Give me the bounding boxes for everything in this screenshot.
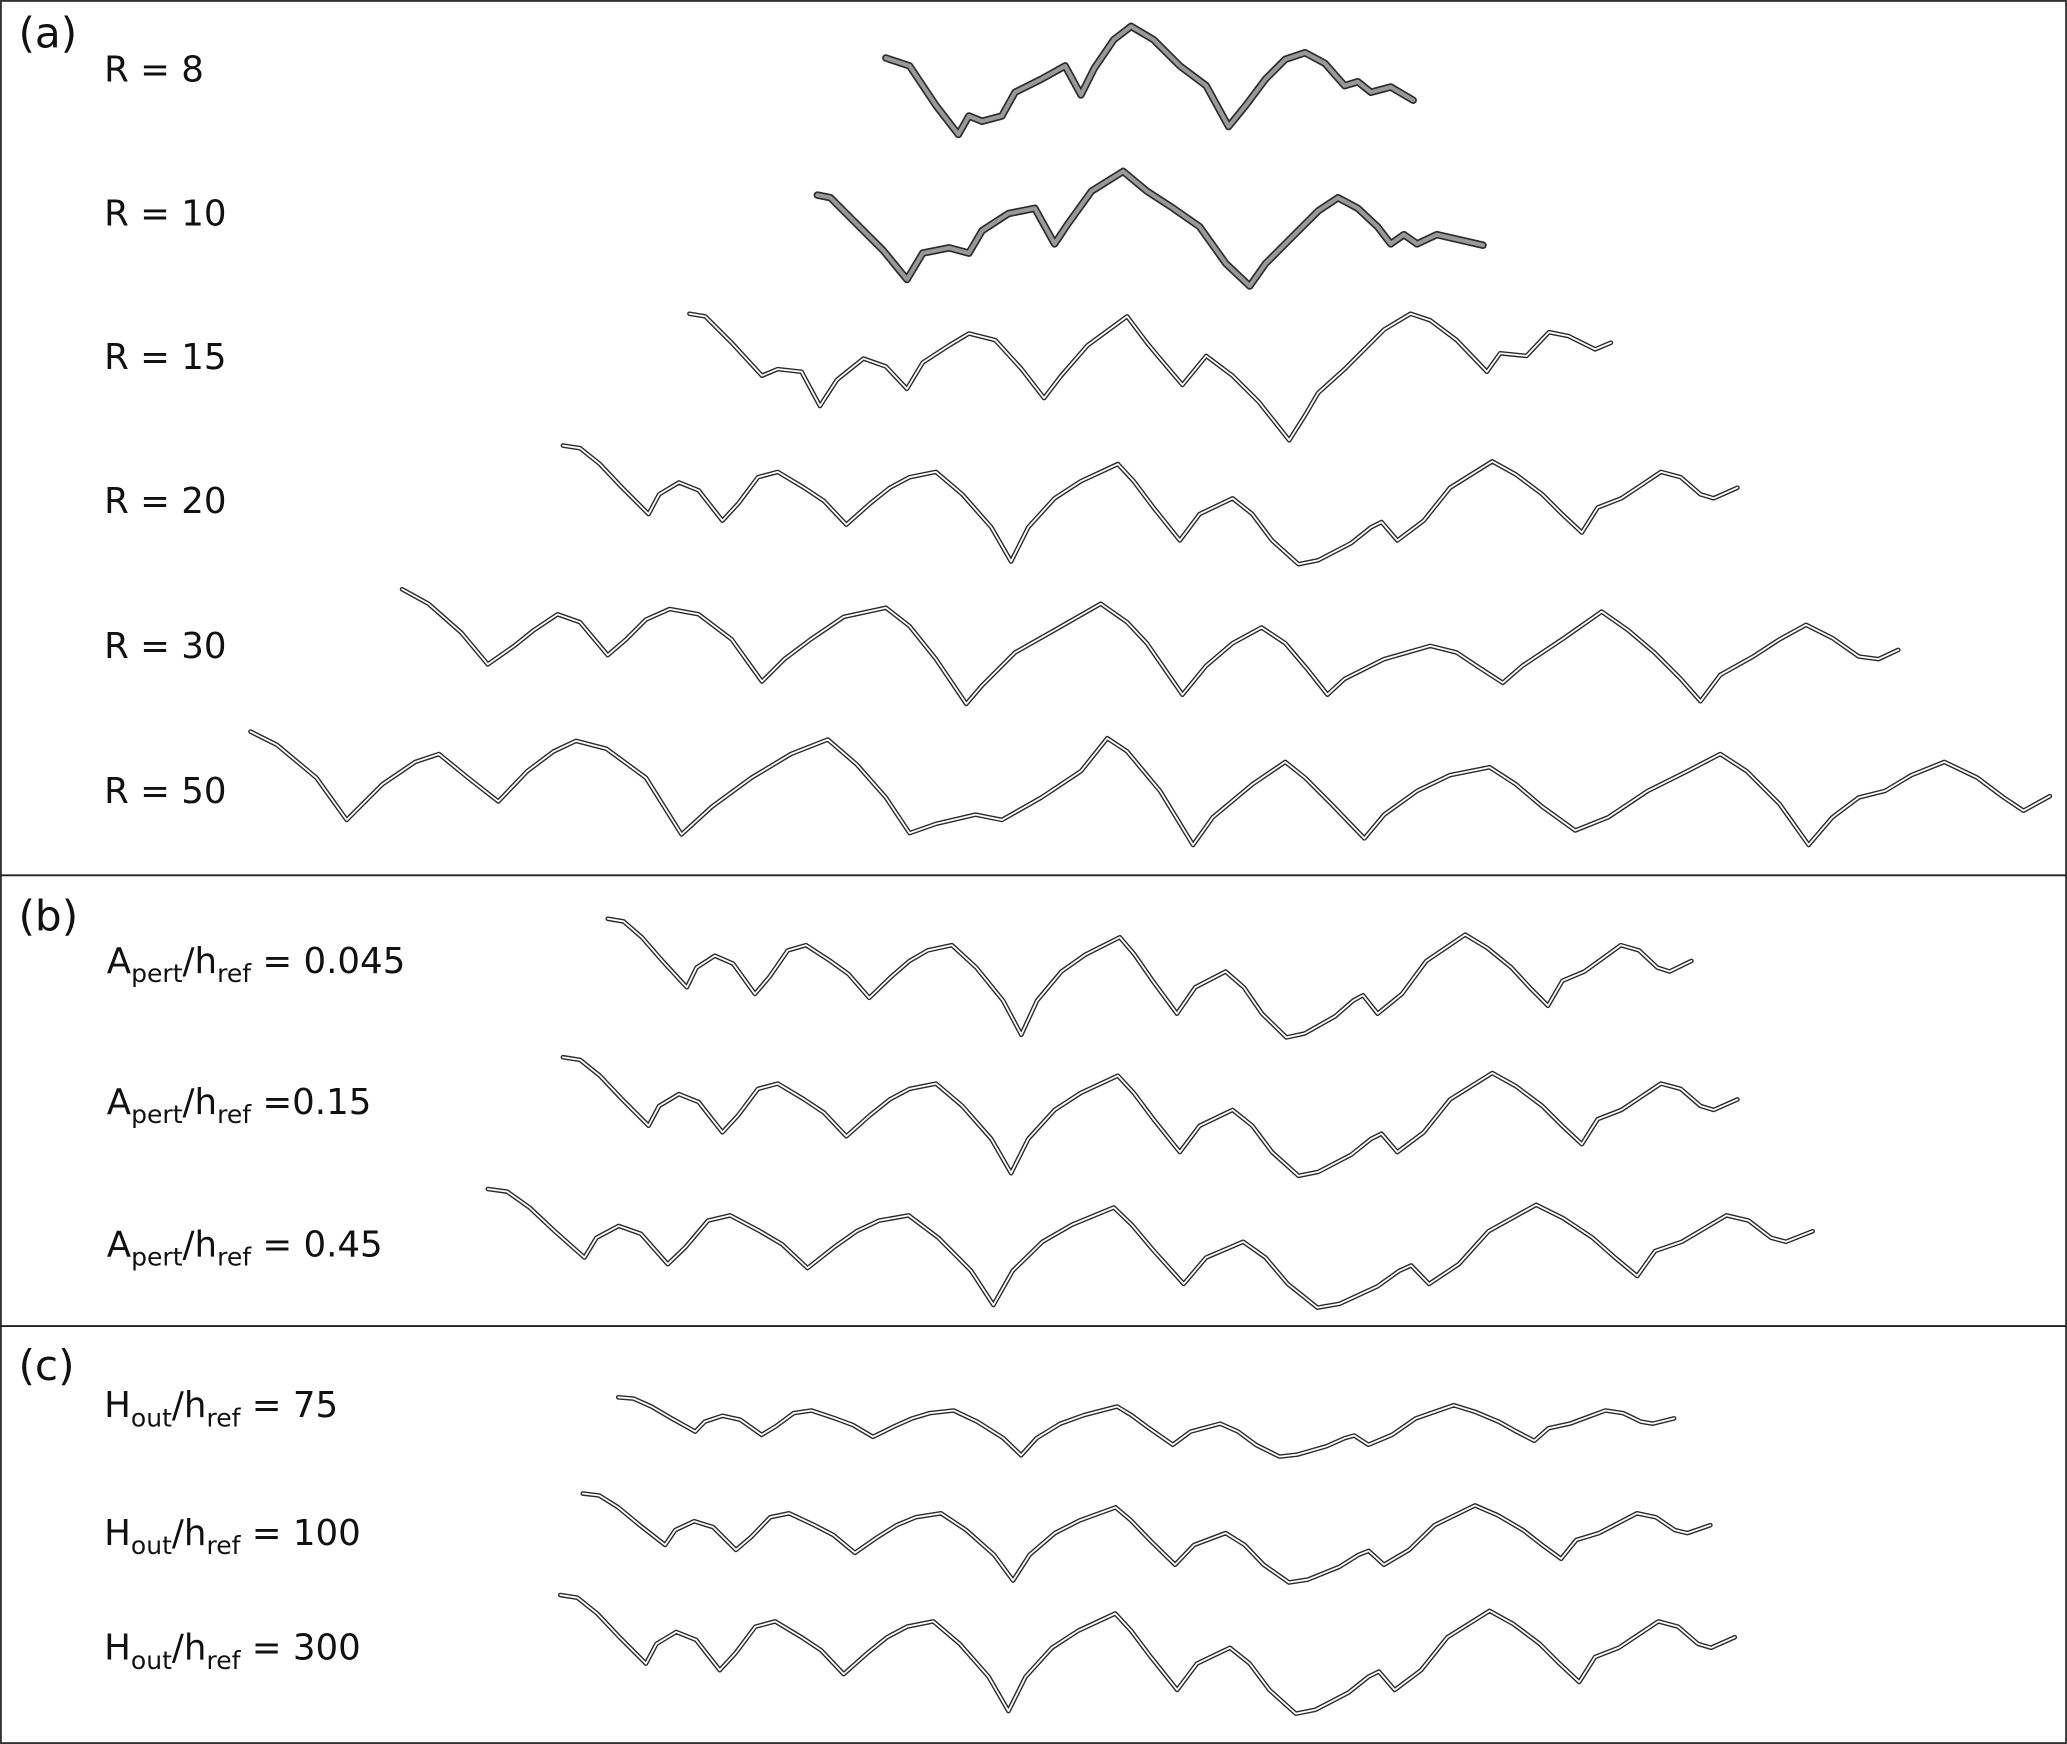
- label: R = 20: [104, 481, 226, 522]
- label-sub: ref: [206, 1531, 241, 1560]
- panel-tag: (a): [18, 8, 77, 57]
- label: R = 50: [104, 771, 226, 812]
- panel-tag: (b): [18, 892, 78, 941]
- label: R = 8: [104, 50, 204, 91]
- label-part: H: [104, 1385, 131, 1426]
- label: R = 10: [104, 193, 226, 234]
- label: R = 15: [104, 337, 226, 378]
- label-sub: out: [131, 1403, 172, 1432]
- label-sub: ref: [206, 1646, 241, 1675]
- label: R = 30: [104, 626, 226, 667]
- label-part: = 0.045: [251, 941, 405, 982]
- label-part: H: [104, 1513, 131, 1554]
- profiles-b: [488, 919, 1813, 1308]
- label-sub: out: [131, 1531, 172, 1560]
- label-part: A: [107, 941, 132, 982]
- label-part: /h: [183, 941, 218, 982]
- label: Apert/href = 0.045: [107, 941, 406, 988]
- label-part: = 100: [240, 1513, 360, 1554]
- label-part: = 300: [240, 1628, 360, 1669]
- label-part: = 0.45: [251, 1224, 383, 1265]
- label-part: A: [107, 1082, 132, 1123]
- profiles-a: [250, 26, 2049, 845]
- label: Hout/href = 300: [104, 1628, 361, 1675]
- label-sub: ref: [217, 1100, 252, 1129]
- label: Hout/href = 100: [104, 1513, 361, 1560]
- label: Apert/href =0.15: [107, 1082, 372, 1129]
- label-part: /h: [172, 1385, 207, 1426]
- label-sub: pert: [131, 1100, 183, 1129]
- label-part: A: [107, 1224, 132, 1265]
- label-part: /h: [172, 1513, 207, 1554]
- label-sub: out: [131, 1646, 172, 1675]
- label-part: H: [104, 1628, 131, 1669]
- profiles-c: [560, 1397, 1735, 1713]
- label-sub: pert: [131, 1242, 183, 1271]
- label-sub: pert: [131, 959, 183, 988]
- label-sub: ref: [217, 959, 252, 988]
- label-sub: ref: [217, 1242, 252, 1271]
- label-part: /h: [183, 1082, 218, 1123]
- label-sub: ref: [206, 1403, 241, 1432]
- label-part: /h: [183, 1224, 218, 1265]
- label: Hout/href = 75: [104, 1385, 338, 1432]
- panel-a-frame: [0, 0, 2067, 877]
- label-part: = 75: [240, 1385, 338, 1426]
- panel-c-frame: [0, 1325, 2067, 1744]
- panel-tag: (c): [18, 1341, 74, 1390]
- label: Apert/href = 0.45: [107, 1224, 383, 1271]
- label-part: /h: [172, 1628, 207, 1669]
- label-part: =0.15: [251, 1082, 371, 1123]
